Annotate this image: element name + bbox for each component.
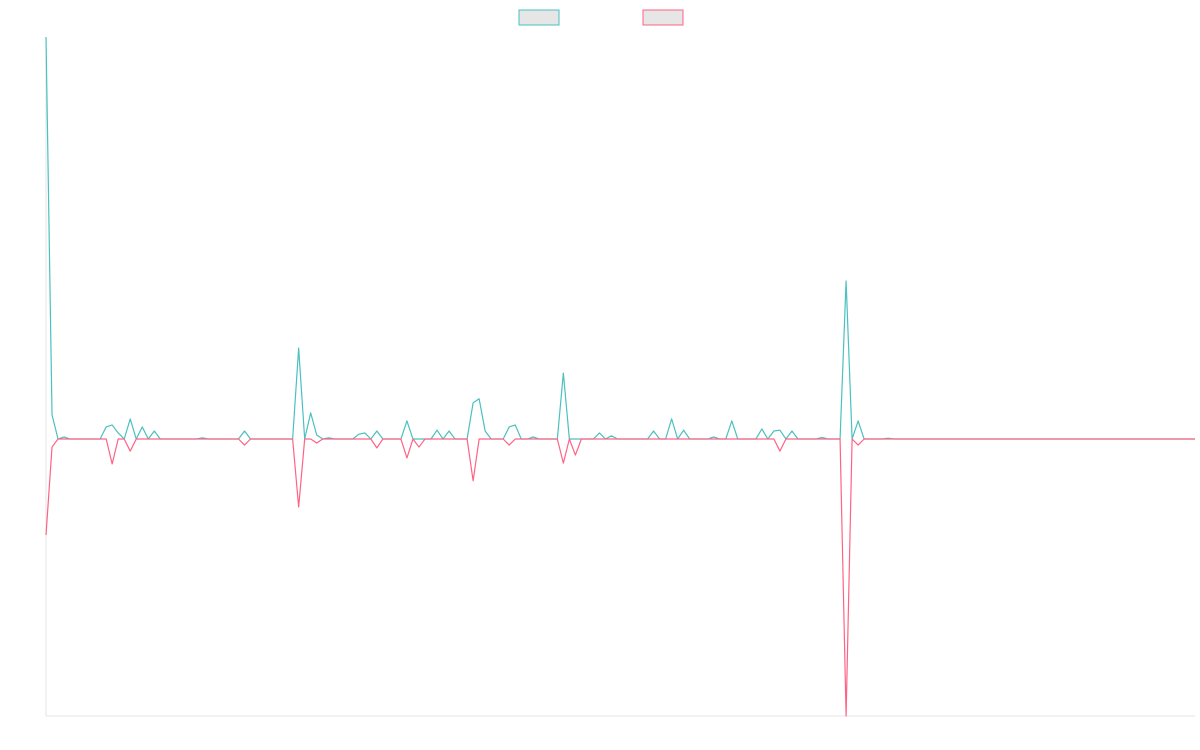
series-line (45, 438, 1195, 717)
series-line (45, 36, 1195, 440)
legend-swatch (642, 9, 684, 26)
legend-swatch (518, 9, 560, 26)
